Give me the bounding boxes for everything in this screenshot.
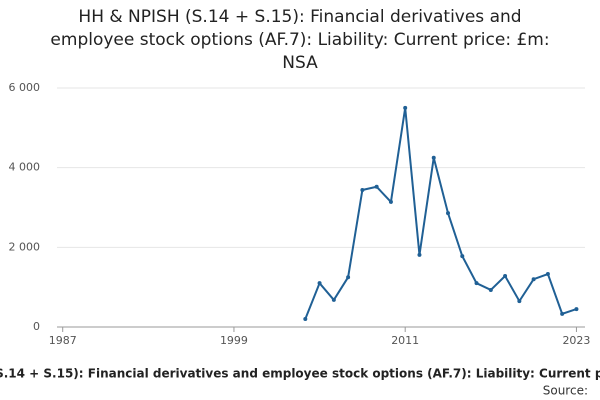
x-tick-label: 1999 xyxy=(220,334,248,347)
point xyxy=(417,252,422,257)
point xyxy=(574,307,579,312)
y-tick-label: 0 xyxy=(33,320,40,333)
point xyxy=(403,105,408,110)
point xyxy=(503,274,508,279)
point xyxy=(545,272,550,277)
point xyxy=(431,155,436,160)
point xyxy=(474,281,479,286)
point xyxy=(531,277,536,282)
x-tick-label: 2011 xyxy=(391,334,419,347)
point xyxy=(303,317,308,322)
point xyxy=(460,254,465,259)
point xyxy=(374,184,379,189)
y-tick-label: 6 000 xyxy=(9,81,41,94)
point xyxy=(360,187,365,192)
x-tick-label: 1987 xyxy=(49,334,77,347)
point xyxy=(488,287,493,292)
point xyxy=(517,299,522,304)
point xyxy=(331,297,336,302)
point xyxy=(346,275,351,280)
point xyxy=(446,211,451,216)
y-tick-label: 2 000 xyxy=(9,240,41,253)
point xyxy=(560,311,565,316)
line xyxy=(304,107,577,320)
chart-title: HH & NPISH (S.14 + S.15): Financial deri… xyxy=(50,7,550,73)
source: Source: xyxy=(543,384,588,398)
point xyxy=(317,281,322,286)
x-tick-label: 2023 xyxy=(562,334,590,347)
point xyxy=(388,199,393,204)
x-axis-label: HH & NPISH (S.14 + S.15): Financial deri… xyxy=(0,367,600,381)
y-tick-label: 4 000 xyxy=(9,161,41,174)
